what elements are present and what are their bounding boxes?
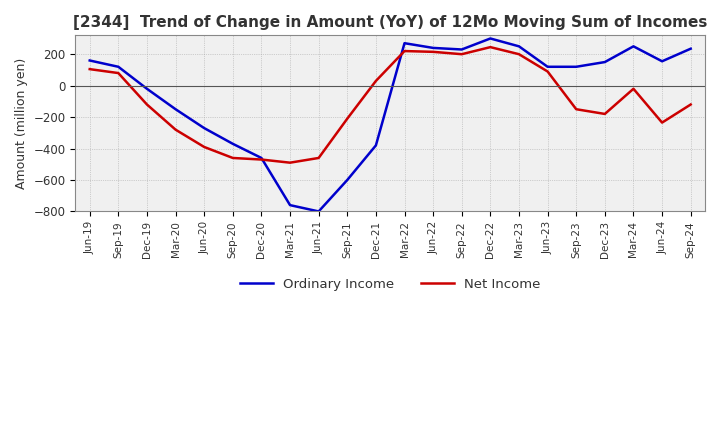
Ordinary Income: [572, 64, 580, 70]
Net Income: [171, 127, 180, 132]
Ordinary Income: [228, 141, 237, 147]
Net Income: [114, 70, 122, 76]
Ordinary Income: [515, 44, 523, 49]
Ordinary Income: [658, 59, 667, 64]
Ordinary Income: [286, 202, 294, 208]
Ordinary Income: [257, 155, 266, 161]
Ordinary Income: [200, 125, 209, 131]
Net Income: [629, 86, 638, 92]
Y-axis label: Amount (million yen): Amount (million yen): [15, 58, 28, 189]
Ordinary Income: [114, 64, 122, 70]
Net Income: [515, 51, 523, 57]
Ordinary Income: [686, 46, 695, 51]
Net Income: [457, 51, 466, 57]
Net Income: [600, 111, 609, 117]
Ordinary Income: [429, 45, 438, 51]
Net Income: [143, 102, 151, 107]
Net Income: [486, 44, 495, 50]
Ordinary Income: [400, 40, 409, 46]
Ordinary Income: [457, 47, 466, 52]
Net Income: [286, 160, 294, 165]
Legend: Ordinary Income, Net Income: Ordinary Income, Net Income: [235, 273, 546, 297]
Ordinary Income: [86, 58, 94, 63]
Net Income: [372, 78, 380, 84]
Net Income: [200, 144, 209, 150]
Ordinary Income: [372, 143, 380, 148]
Ordinary Income: [544, 64, 552, 70]
Net Income: [228, 155, 237, 161]
Ordinary Income: [143, 86, 151, 92]
Title: [2344]  Trend of Change in Amount (YoY) of 12Mo Moving Sum of Incomes: [2344] Trend of Change in Amount (YoY) o…: [73, 15, 707, 30]
Net Income: [686, 102, 695, 107]
Net Income: [544, 69, 552, 74]
Net Income: [343, 116, 351, 121]
Line: Ordinary Income: Ordinary Income: [90, 38, 690, 212]
Net Income: [572, 106, 580, 112]
Net Income: [257, 157, 266, 162]
Ordinary Income: [486, 36, 495, 41]
Ordinary Income: [343, 177, 351, 183]
Net Income: [86, 66, 94, 72]
Net Income: [315, 155, 323, 161]
Line: Net Income: Net Income: [90, 47, 690, 163]
Net Income: [400, 48, 409, 54]
Net Income: [658, 120, 667, 125]
Ordinary Income: [171, 106, 180, 112]
Ordinary Income: [315, 209, 323, 214]
Ordinary Income: [600, 59, 609, 65]
Net Income: [429, 49, 438, 55]
Ordinary Income: [629, 44, 638, 49]
